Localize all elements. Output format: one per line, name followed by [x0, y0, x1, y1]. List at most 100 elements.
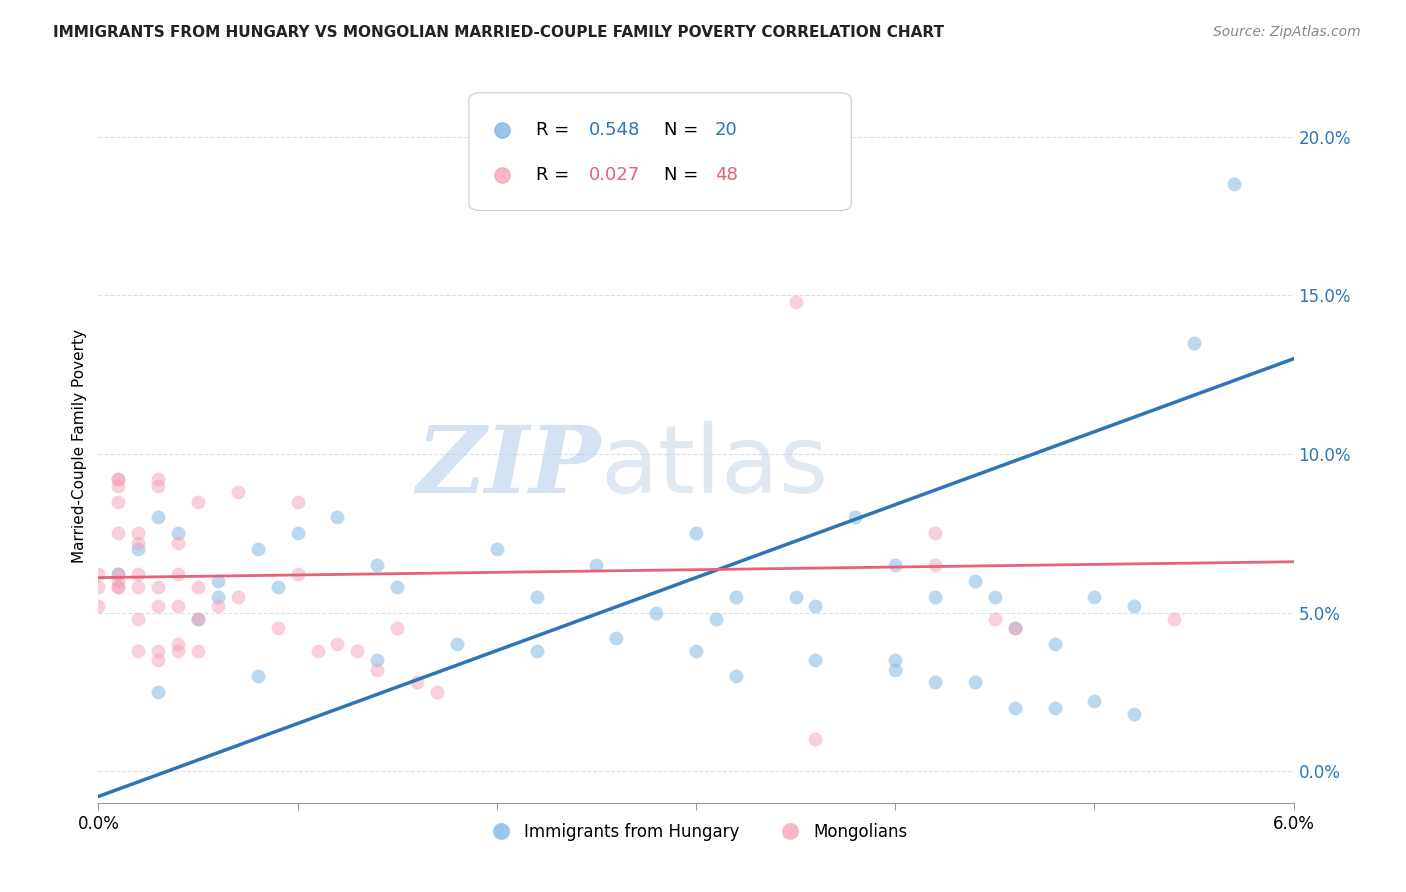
Point — [187, 643, 209, 657]
Point — [107, 567, 129, 582]
Point — [167, 526, 190, 541]
Point — [446, 637, 468, 651]
Point — [884, 653, 907, 667]
Point — [844, 510, 866, 524]
Point — [246, 669, 269, 683]
Point — [884, 558, 907, 572]
Point — [1004, 700, 1026, 714]
Point — [167, 567, 190, 582]
Point — [167, 637, 190, 651]
Point — [148, 599, 170, 614]
Text: R =: R = — [536, 166, 575, 184]
Point — [884, 663, 907, 677]
Point — [246, 542, 269, 557]
Point — [1083, 694, 1105, 708]
Text: Source: ZipAtlas.com: Source: ZipAtlas.com — [1213, 25, 1361, 39]
Point — [1083, 590, 1105, 604]
Point — [127, 535, 149, 549]
Point — [107, 472, 129, 486]
Point — [385, 621, 409, 635]
Point — [307, 643, 329, 657]
Text: N =: N = — [664, 121, 703, 139]
Legend: Immigrants from Hungary, Mongolians: Immigrants from Hungary, Mongolians — [478, 817, 914, 848]
Point — [107, 494, 129, 508]
Text: 48: 48 — [716, 166, 738, 184]
Point — [924, 558, 946, 572]
Point — [984, 612, 1007, 626]
Point — [804, 599, 827, 614]
Text: R =: R = — [536, 121, 575, 139]
Point — [785, 294, 807, 309]
Point — [685, 643, 707, 657]
Point — [1163, 612, 1185, 626]
Point — [526, 643, 548, 657]
Point — [167, 535, 190, 549]
Point — [287, 526, 309, 541]
Point — [605, 631, 627, 645]
Point — [148, 643, 170, 657]
Point — [366, 653, 388, 667]
Point — [267, 580, 290, 594]
Point — [704, 612, 727, 626]
Point — [187, 494, 209, 508]
Point — [984, 590, 1007, 604]
Point — [267, 621, 290, 635]
Point — [167, 643, 190, 657]
Point — [107, 580, 129, 594]
Point — [167, 599, 190, 614]
Point — [1004, 621, 1026, 635]
Point — [148, 472, 170, 486]
Point — [107, 574, 129, 588]
Point — [406, 675, 429, 690]
Text: ZIP: ZIP — [416, 423, 600, 512]
Point — [366, 558, 388, 572]
Point — [963, 675, 986, 690]
Text: 0.027: 0.027 — [589, 166, 640, 184]
Point — [127, 612, 149, 626]
Point — [804, 732, 827, 747]
Point — [963, 574, 986, 588]
Point — [1123, 706, 1146, 721]
Point — [485, 542, 508, 557]
Text: atlas: atlas — [600, 421, 828, 514]
Point — [87, 567, 110, 582]
Y-axis label: Married-Couple Family Poverty: Married-Couple Family Poverty — [72, 329, 87, 563]
Point — [326, 637, 349, 651]
Text: N =: N = — [664, 166, 703, 184]
Point — [645, 606, 668, 620]
Point — [804, 653, 827, 667]
Point — [1043, 637, 1066, 651]
Point — [924, 590, 946, 604]
Point — [326, 510, 349, 524]
Point — [187, 580, 209, 594]
Point — [87, 580, 110, 594]
Point — [585, 558, 607, 572]
Point — [207, 574, 229, 588]
Point — [127, 567, 149, 582]
Point — [127, 580, 149, 594]
Point — [148, 510, 170, 524]
Point — [207, 590, 229, 604]
Point — [346, 643, 368, 657]
Point — [1182, 335, 1205, 350]
Point — [1043, 700, 1066, 714]
FancyBboxPatch shape — [470, 93, 852, 211]
Point — [366, 663, 388, 677]
Point — [107, 478, 129, 492]
Point — [148, 685, 170, 699]
Point — [127, 526, 149, 541]
Text: IMMIGRANTS FROM HUNGARY VS MONGOLIAN MARRIED-COUPLE FAMILY POVERTY CORRELATION C: IMMIGRANTS FROM HUNGARY VS MONGOLIAN MAR… — [53, 25, 945, 40]
Text: 20: 20 — [716, 121, 738, 139]
Point — [526, 590, 548, 604]
Point — [107, 580, 129, 594]
Point — [207, 599, 229, 614]
Point — [385, 580, 409, 594]
Point — [724, 669, 747, 683]
Point — [148, 478, 170, 492]
Point — [226, 485, 249, 500]
Point — [148, 580, 170, 594]
Point — [187, 612, 209, 626]
Point — [685, 526, 707, 541]
Point — [924, 526, 946, 541]
Point — [1223, 178, 1246, 192]
